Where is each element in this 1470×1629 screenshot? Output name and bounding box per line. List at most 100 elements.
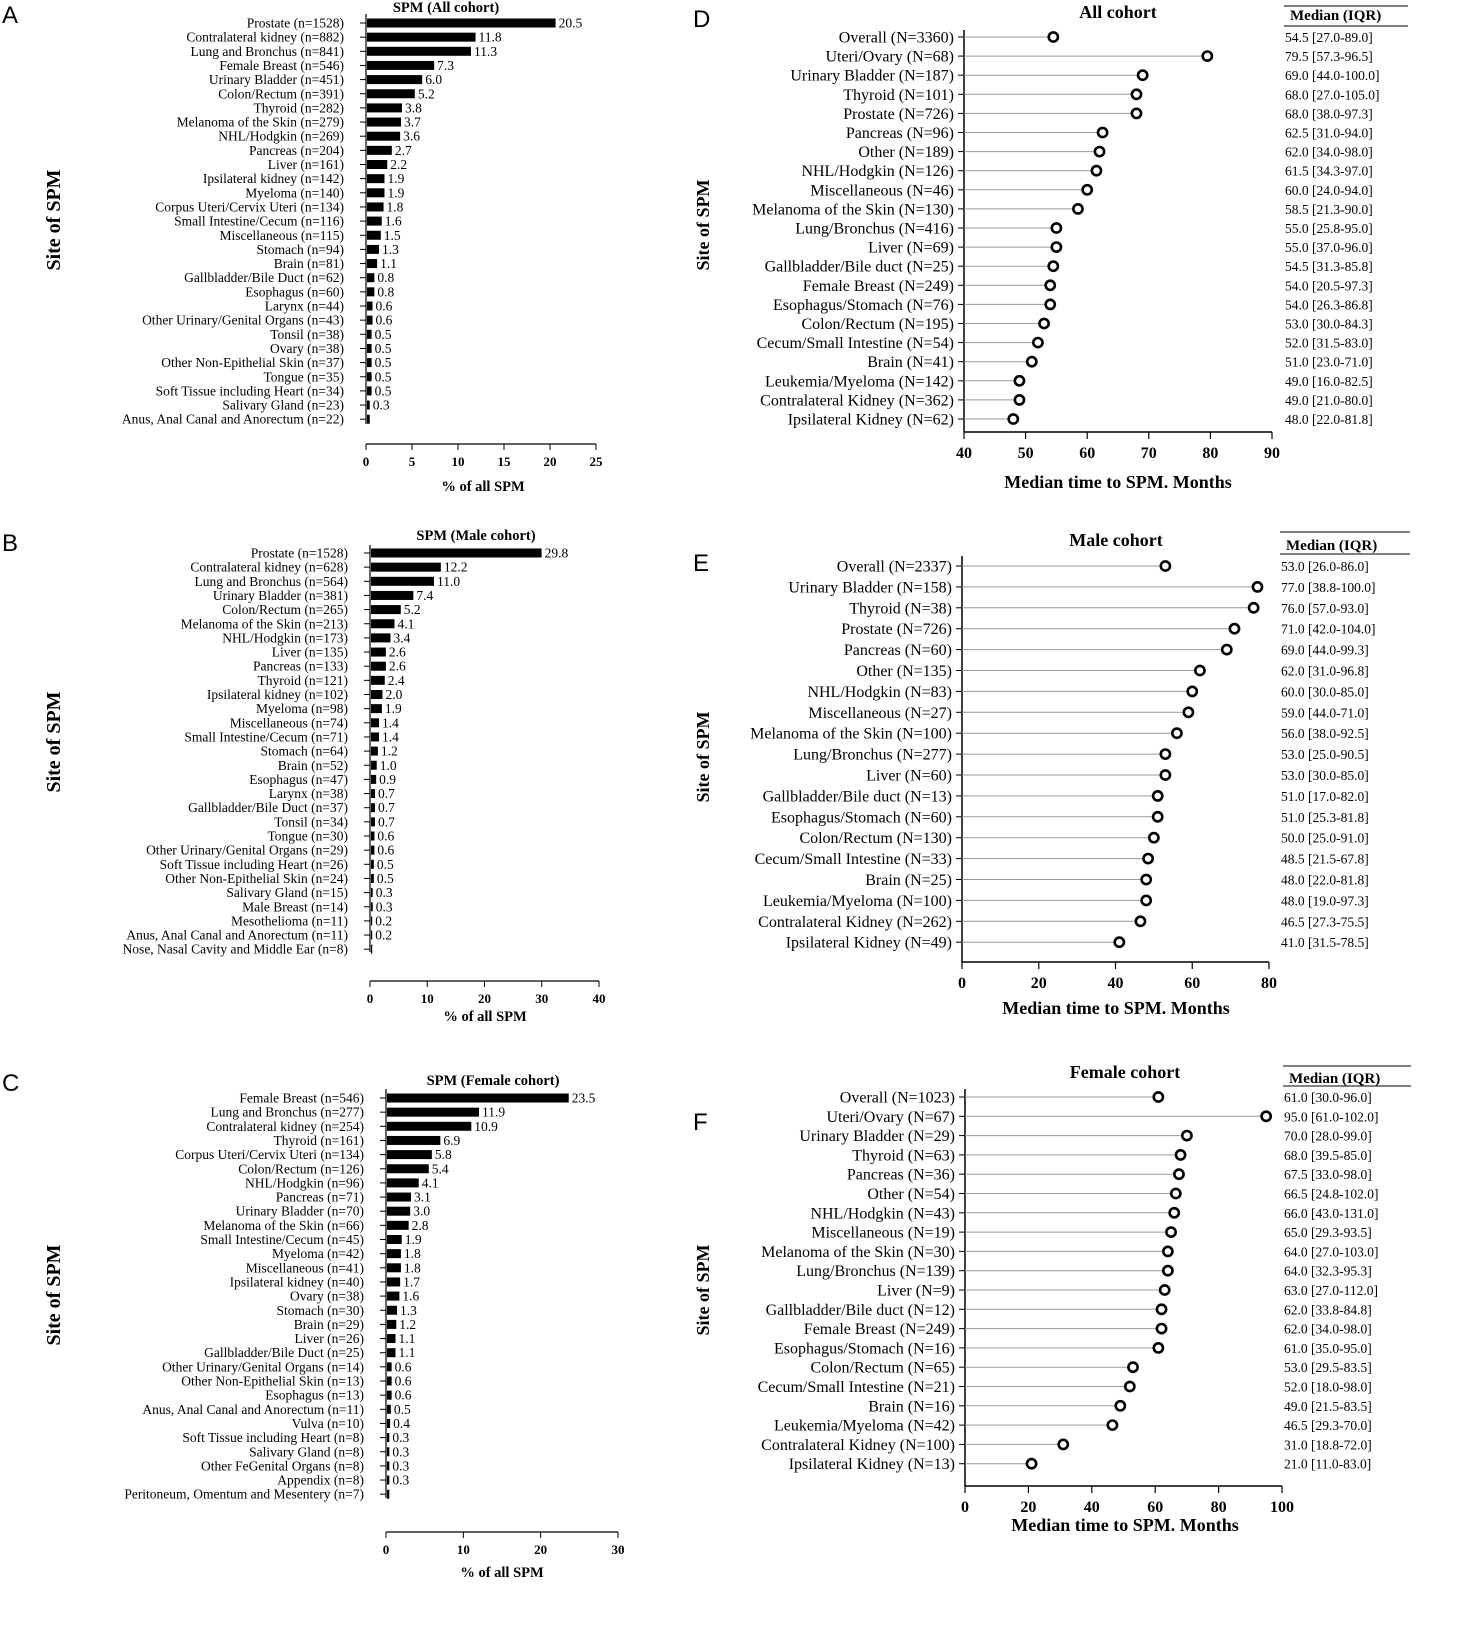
median-iqr-value: 66.5 [24.8-102.0] — [1284, 1187, 1379, 1202]
lollipop-point — [1194, 664, 1206, 677]
bar-value-label: 0.5 — [375, 355, 392, 370]
category-label: Esophagus/Stomach (N=76) — [773, 297, 954, 314]
bar-value-label: 2.2 — [390, 157, 407, 172]
bar — [371, 647, 386, 657]
x-tick-label: 0 — [958, 975, 966, 992]
x-axis-title: Median time to SPM. Months — [1002, 998, 1229, 1018]
chart-title: SPM (All cohort) — [393, 0, 499, 16]
x-tick-label: 60 — [1147, 1499, 1163, 1516]
lollipop-point — [1134, 915, 1147, 928]
category-label: Pancreas (n=71) — [276, 1190, 364, 1205]
bar-value-label: 4.1 — [422, 1175, 439, 1190]
category-label: Urinary Bladder (n=451) — [209, 72, 344, 87]
category-label: Small Intestine/Cecum (n=45) — [200, 1232, 364, 1247]
panel-e-lollipop-chart: E Male cohort Median (IQR) Overall (N=2337… — [690, 522, 1470, 1052]
median-iqr-value: 54.5 [31.3-85.8] — [1285, 259, 1373, 274]
median-iqr-value: 51.0 [25.3-81.8] — [1281, 810, 1369, 825]
chart-title: SPM (Male cohort) — [416, 528, 535, 544]
median-iqr-value: 62.0 [31.0-96.8] — [1281, 664, 1369, 679]
bar-value-label: 3.1 — [414, 1190, 431, 1205]
bar-value-label: 0.8 — [377, 270, 394, 285]
category-label: Contralateral Kidney (N=262) — [758, 914, 952, 931]
chart-e-svg: Male cohort Median (IQR) Overall (N=2337) 5… — [693, 530, 1410, 1018]
bar-value-label: 0.5 — [375, 369, 392, 384]
lollipop-point — [1247, 601, 1260, 614]
bar-value-label: 5.4 — [432, 1161, 449, 1176]
bar — [367, 400, 370, 410]
bar-value-label: 2.6 — [389, 659, 406, 674]
lollipop-point — [1159, 560, 1172, 572]
lollipop-point — [1155, 1322, 1168, 1335]
category-label: Other Non-Epithelial Skin (n=13) — [181, 1374, 364, 1389]
x-tick-label: 60 — [1184, 975, 1200, 992]
category-label: Stomach (n=30) — [277, 1303, 364, 1318]
bar — [371, 590, 414, 600]
category-label: Melanoma of the Skin (N=30) — [761, 1244, 955, 1261]
category-label: Thyroid (N=101) — [843, 87, 954, 104]
median-iqr-value: 53.0 [30.0-85.0] — [1281, 768, 1369, 783]
bar — [371, 675, 385, 685]
x-tick-label: 0 — [367, 991, 374, 1006]
median-iqr-value: 51.0 [23.0-71.0] — [1285, 355, 1373, 370]
bar-value-label: 12.2 — [444, 560, 468, 575]
bar — [387, 1220, 409, 1230]
category-label: Cecum/Small Intestine (N=33) — [755, 851, 952, 868]
category-label: NHL/Hodgkin (n=173) — [222, 630, 348, 645]
median-iqr-value: 68.0 [38.0-97.3] — [1285, 106, 1373, 121]
bar — [367, 103, 402, 113]
median-iqr-value: 31.0 [18.8-72.0] — [1284, 1437, 1372, 1452]
category-label: Brain (N=41) — [867, 354, 954, 371]
median-iqr-value: 64.0 [27.0-103.0] — [1284, 1244, 1379, 1259]
category-label: Overall (N=2337) — [837, 559, 952, 576]
panel-label-f: F — [693, 1109, 708, 1136]
category-label: Gallbladder/Bile duct (N=13) — [763, 788, 952, 805]
x-tick-label: 100 — [1270, 1499, 1294, 1516]
bar — [387, 1121, 472, 1131]
lollipop-point — [1168, 1206, 1181, 1219]
bar-value-label: 1.2 — [381, 744, 398, 759]
panel-b-bar-chart: B SPM (Male cohort) Prostate (n=1528) 29.8… — [0, 522, 690, 1052]
x-tick-label: 80 — [1261, 975, 1277, 992]
category-label: Peritoneum, Omentum and Mesentery (n=7) — [124, 1487, 364, 1502]
bar-value-label: 23.5 — [572, 1091, 596, 1106]
median-iqr-value: 41.0 [31.5-78.5] — [1281, 935, 1369, 950]
bar-value-label: 1.9 — [385, 701, 402, 716]
bar — [387, 1305, 398, 1315]
bar — [367, 386, 372, 396]
bar — [367, 188, 385, 198]
lollipop-point — [1106, 1419, 1119, 1431]
bar-value-label: 0.3 — [373, 398, 390, 413]
category-label: Salivary Gland (n=8) — [249, 1444, 364, 1459]
lollipop-point — [1182, 706, 1195, 719]
chart-a-svg: SPM (All cohort) Prostate (n=1528) 20.5 Con… — [43, 0, 603, 495]
panel-label-d: D — [693, 6, 711, 33]
bar-value-label: 0.3 — [392, 1430, 409, 1445]
lollipop-point — [1142, 852, 1155, 865]
category-label: Ipsilateral Kidney (N=13) — [789, 1456, 955, 1473]
bar — [367, 117, 402, 127]
category-label: Brain (n=29) — [294, 1317, 364, 1332]
category-label: Liver (n=135) — [272, 645, 348, 660]
category-label: Contralateral Kidney (N=362) — [760, 392, 954, 409]
category-label: Other Non-Epithelial Skin (n=24) — [165, 871, 348, 886]
bar-value-label: 29.8 — [545, 546, 569, 561]
category-label: Ipsilateral Kidney (N=49) — [786, 935, 952, 952]
bar-value-label: 1.6 — [402, 1289, 419, 1304]
lollipop-point — [1130, 88, 1143, 101]
panel-c-bar-chart: C SPM (Female cohort) Female Breast (n=54… — [0, 1055, 690, 1629]
y-axis-title: Site of SPM — [43, 1244, 65, 1345]
bar — [387, 1362, 392, 1372]
bar-value-label: 0.2 — [375, 913, 392, 928]
median-iqr-value: 77.0 [38.8-100.0] — [1281, 580, 1376, 595]
lollipop-point — [1032, 336, 1044, 349]
bar-value-label: 0.5 — [377, 857, 394, 872]
chart-b-svg: SPM (Male cohort) Prostate (n=1528) 29.8 Co… — [43, 528, 606, 1025]
y-axis-title: Site of SPM — [693, 711, 713, 802]
x-tick-label: 40 — [956, 445, 972, 462]
category-label: Esophagus/Stomach (N=60) — [771, 809, 952, 826]
median-iqr-value: 79.5 [57.3-96.5] — [1285, 49, 1373, 64]
bar — [387, 1150, 432, 1160]
bar — [367, 358, 372, 368]
category-label: Overall (N=1023) — [840, 1090, 955, 1107]
bar — [367, 46, 471, 56]
